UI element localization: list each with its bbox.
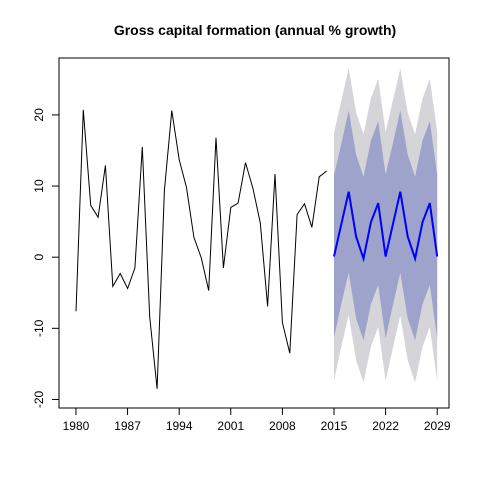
- x-tick-label: 1987: [114, 419, 141, 433]
- y-tick-label: -20: [32, 390, 46, 408]
- chart-title: Gross capital formation (annual % growth…: [114, 22, 396, 38]
- x-tick-label: 2008: [269, 419, 296, 433]
- x-tick-label: 2029: [424, 419, 451, 433]
- x-tick-label: 1980: [63, 419, 90, 433]
- y-tick-label: -10: [32, 319, 46, 337]
- plot-area: 1980 1987 1994 2001 2008 2015 2022 2029 -20 -10 0 1…: [32, 57, 451, 433]
- y-tick-label: 0: [32, 254, 46, 261]
- forecast-band-80: [334, 110, 438, 341]
- x-tick-label: 2001: [217, 419, 244, 433]
- y-tick-label: 10: [32, 179, 46, 193]
- history-series-line: [75, 109, 327, 389]
- y-tick-label: 20: [32, 108, 46, 122]
- x-tick-label: 2015: [321, 419, 348, 433]
- x-tick-label: 1994: [166, 419, 193, 433]
- x-tick-label: 2022: [372, 419, 399, 433]
- forecast-series-line: [333, 191, 439, 263]
